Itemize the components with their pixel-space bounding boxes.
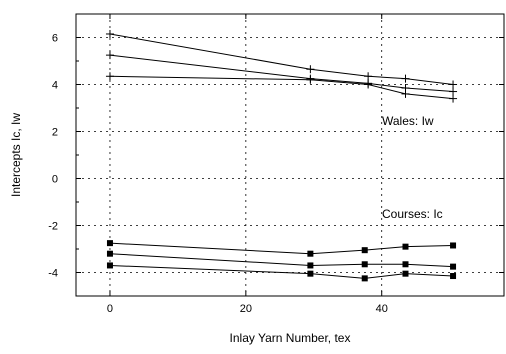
y-tick-label: 0	[52, 174, 58, 186]
data-point-plus	[306, 65, 315, 74]
plot-frame	[75, 13, 505, 297]
data-point-plus	[105, 72, 114, 81]
x-tick-label: 0	[107, 303, 113, 315]
grid	[76, 14, 504, 296]
y-tick-label: -4	[48, 268, 58, 280]
data-point-plus	[364, 80, 373, 89]
y-axis-title: Intercepts Ic, Iw	[9, 113, 23, 197]
data-point-plus	[401, 89, 410, 98]
data-point-square	[307, 262, 314, 269]
annotation-wales: Wales: Iw	[382, 114, 434, 128]
series-layer	[105, 29, 458, 282]
data-point-square	[450, 263, 457, 270]
series-line	[109, 54, 454, 93]
data-point-plus	[449, 80, 458, 89]
y-tick-label: -2	[48, 221, 58, 233]
series-2	[105, 51, 458, 96]
y-tick-label: 4	[52, 80, 58, 92]
x-tick-label: 40	[376, 303, 388, 315]
series-line	[109, 264, 454, 279]
series-5	[106, 250, 457, 270]
data-point-square	[450, 273, 457, 280]
data-point-plus	[105, 29, 114, 38]
data-point-plus	[306, 75, 315, 84]
series-line	[109, 242, 454, 255]
y-tick-label: 6	[52, 33, 58, 45]
annotation-courses: Courses: Ic	[382, 207, 443, 221]
x-axis-title: Inlay Yarn Number, tex	[230, 331, 351, 345]
data-point-square	[361, 247, 368, 254]
series-3	[105, 72, 458, 103]
data-point-plus	[401, 74, 410, 83]
series-line	[109, 253, 454, 268]
data-point-square	[361, 261, 368, 268]
data-point-plus	[449, 87, 458, 96]
data-point-square	[402, 270, 409, 277]
data-point-square	[106, 250, 113, 257]
ticks	[76, 14, 504, 296]
data-point-square	[307, 270, 314, 277]
data-point-plus	[449, 94, 458, 103]
data-point-square	[361, 275, 368, 282]
data-point-square	[307, 250, 314, 257]
data-point-square	[106, 240, 113, 247]
y-tick-label: 2	[52, 127, 58, 139]
x-tick-label: 20	[240, 303, 252, 315]
data-point-square	[402, 261, 409, 268]
data-point-plus	[364, 72, 373, 81]
series-1	[105, 29, 458, 89]
data-point-square	[402, 243, 409, 250]
data-point-square	[106, 262, 113, 269]
series-6	[106, 262, 457, 282]
data-point-square	[450, 242, 457, 249]
data-point-plus	[105, 51, 114, 60]
series-4	[106, 240, 457, 257]
